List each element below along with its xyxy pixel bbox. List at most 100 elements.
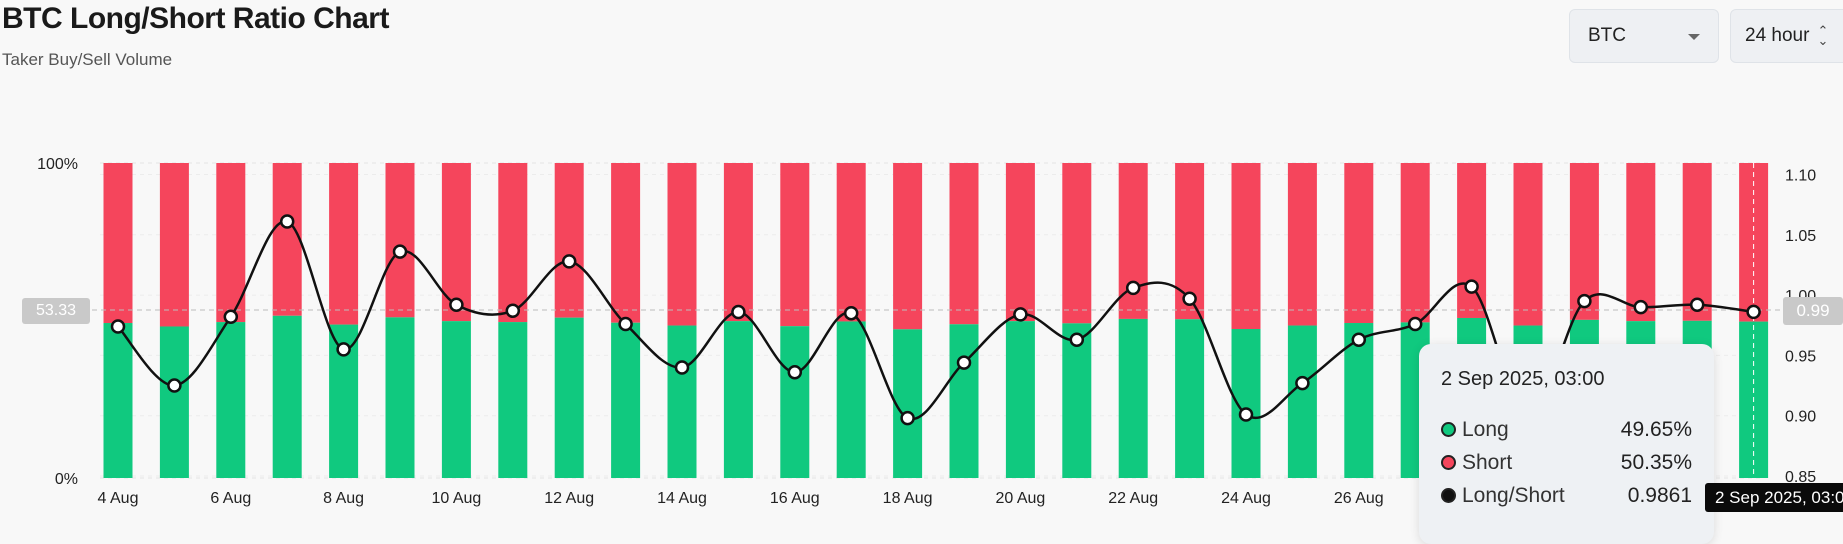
x-axis-tick-label: 12 Aug xyxy=(544,490,594,507)
short-dot-icon xyxy=(1441,455,1456,470)
bar-long xyxy=(1118,318,1148,478)
ratio-point xyxy=(618,316,633,332)
bar-long xyxy=(611,322,641,478)
bar-short xyxy=(1287,163,1317,326)
bar-short xyxy=(1682,163,1712,321)
ratio-point xyxy=(279,214,295,229)
x-axis-tick-label: 22 Aug xyxy=(1108,490,1158,507)
ratio-point xyxy=(110,319,126,334)
ratio-point xyxy=(787,365,803,380)
bar-long xyxy=(385,317,415,478)
period-select[interactable]: 24 hour ⌃ ⌄ xyxy=(1730,9,1843,63)
tooltip-label: Long xyxy=(1462,417,1509,441)
bar-short xyxy=(272,163,302,316)
coin-select[interactable]: BTC xyxy=(1569,9,1719,63)
x-axis-tick-label: 20 Aug xyxy=(995,490,1045,507)
page-title: BTC Long/Short Ratio Chart xyxy=(2,2,389,35)
bar-short xyxy=(103,163,133,324)
ratio-point xyxy=(731,304,746,320)
bar-long xyxy=(272,315,302,478)
bar-long xyxy=(949,324,979,478)
ratio-point xyxy=(505,303,521,319)
ratio-point xyxy=(1013,307,1028,322)
period-select-value: 24 hour xyxy=(1745,25,1810,46)
bar-short xyxy=(1739,163,1769,322)
ratio-point xyxy=(1746,304,1761,320)
ratio-point xyxy=(1407,316,1423,332)
bar-short xyxy=(1231,163,1261,330)
ratio-point xyxy=(1295,375,1310,391)
tooltip-row-short: Short 50.35% xyxy=(1441,446,1692,479)
ratio-point xyxy=(1238,407,1254,422)
ratio-dot-icon xyxy=(1441,488,1456,503)
bar-short xyxy=(1005,163,1035,322)
bar-short xyxy=(1457,163,1487,318)
x-axis-tick-label: 24 Aug xyxy=(1221,490,1271,507)
tooltip-label: Short xyxy=(1462,450,1513,474)
bar-long xyxy=(667,325,697,478)
bar-long xyxy=(1005,321,1035,478)
bar-long xyxy=(780,326,810,478)
bar-short xyxy=(611,163,641,323)
bar-short xyxy=(1626,163,1656,322)
x-axis-tick-label: 16 Aug xyxy=(770,490,820,507)
right-axis-tick-label: 0.90 xyxy=(1785,409,1816,426)
bar-short xyxy=(385,163,415,318)
ratio-point xyxy=(336,342,351,357)
x-axis-tick-label: 26 Aug xyxy=(1334,490,1384,507)
ratio-point xyxy=(1633,299,1649,315)
right-axis-tick-label: 1.05 xyxy=(1785,228,1816,245)
bar-long xyxy=(723,321,753,478)
bar-short xyxy=(1400,163,1430,323)
coin-select-value: BTC xyxy=(1588,25,1626,46)
ratio-point xyxy=(674,360,690,375)
bar-short xyxy=(1062,163,1092,324)
tooltip-value: 0.9861 xyxy=(1627,483,1692,507)
bar-short xyxy=(216,163,246,323)
ratio-point xyxy=(1182,291,1197,306)
tooltip-row-long: Long 49.65% xyxy=(1441,413,1692,446)
bar-long xyxy=(498,322,528,478)
bar-short xyxy=(498,163,528,323)
tooltip-date: 2 Sep 2025, 03:00 xyxy=(1441,368,1605,390)
bar-short xyxy=(836,163,866,322)
ratio-point xyxy=(843,305,859,321)
tooltip-value: 50.35% xyxy=(1620,450,1692,474)
bar-long xyxy=(103,323,133,478)
bar-short xyxy=(329,163,359,325)
x-axis-tick-label: 18 Aug xyxy=(883,490,933,507)
bar-long xyxy=(1344,323,1374,478)
ratio-point xyxy=(392,244,408,259)
right-axis-tick-label: 1.10 xyxy=(1785,168,1816,185)
crosshair-x-label: 2 Sep 2025, 03:00 xyxy=(1705,483,1843,512)
bar-short xyxy=(667,163,697,326)
bar-short xyxy=(893,163,923,330)
tooltip-value: 49.65% xyxy=(1620,417,1692,441)
ratio-point xyxy=(1689,297,1705,312)
ratio-point xyxy=(1464,279,1479,294)
crosshair-left-label: 53.33 xyxy=(22,298,90,324)
tooltip-row-ratio: Long/Short 0.9861 xyxy=(1441,479,1692,512)
bar-short xyxy=(1513,163,1543,326)
bar-long xyxy=(441,321,471,478)
tooltip: 2 Sep 2025, 03:00 Long 49.65% Short 50.3… xyxy=(1419,344,1714,544)
left-axis-tick-label: 100% xyxy=(37,156,78,173)
crosshair-right-label: 0.99 xyxy=(1783,297,1843,325)
x-axis-tick-label: 8 Aug xyxy=(323,490,364,507)
x-axis-tick-label: 10 Aug xyxy=(431,490,481,507)
bar-short xyxy=(780,163,810,327)
crosshair xyxy=(92,163,1783,478)
bar-short xyxy=(554,163,584,318)
right-axis-tick-label: 0.85 xyxy=(1785,469,1816,486)
x-axis-tick-label: 14 Aug xyxy=(657,490,707,507)
bar-short xyxy=(1344,163,1374,324)
sort-arrows-icon: ⌃ ⌄ xyxy=(1817,23,1829,48)
bar-short xyxy=(159,163,189,327)
ratio-line-series xyxy=(110,214,1761,426)
bar-long xyxy=(1175,319,1205,478)
tooltip-label: Long/Short xyxy=(1462,483,1565,507)
ratio-point xyxy=(1351,332,1367,347)
ratio-point xyxy=(956,355,972,370)
bar-short xyxy=(949,163,979,325)
